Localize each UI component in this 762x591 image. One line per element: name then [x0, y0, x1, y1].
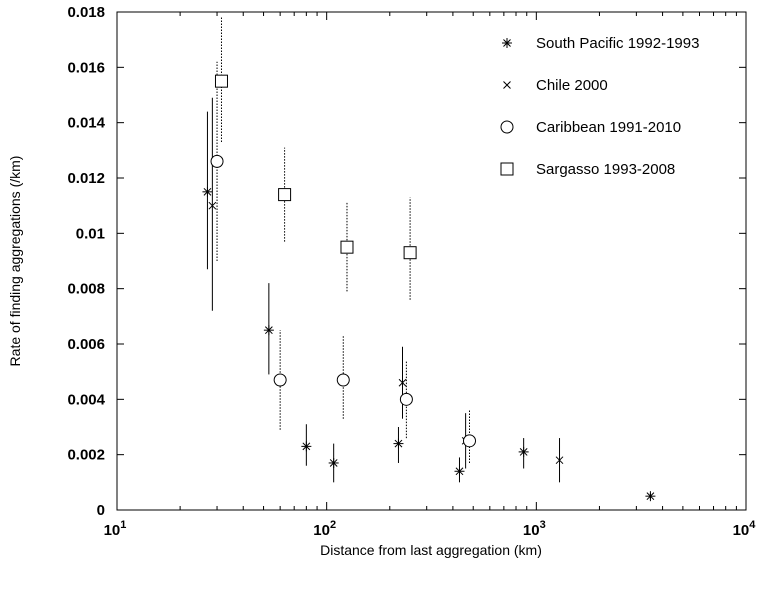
data-point-square [214, 74, 228, 88]
x-axis-ticks: 101 102 103 104 [104, 12, 757, 539]
data-point-cross [555, 456, 564, 465]
data-point-asterisk [393, 438, 404, 449]
y-tick-label: 0.008 [67, 281, 105, 298]
x-tick-label: 104 [733, 519, 757, 539]
data-point-circle [336, 373, 350, 387]
data-point-square [340, 240, 354, 254]
legend-label: Chile 2000 [536, 77, 608, 94]
x-tick-label: 103 [523, 519, 546, 539]
data-point-circle [273, 373, 287, 387]
data-point-circle [210, 154, 224, 168]
data-point-asterisk [645, 491, 656, 502]
y-tick-label: 0.016 [67, 59, 105, 76]
y-tick-label: 0.01 [76, 225, 105, 242]
legend-symbol-circle [500, 120, 514, 134]
legend-label: Sargasso 1993-2008 [536, 161, 675, 178]
data-point-square [403, 246, 417, 260]
legend-symbol-square [500, 162, 514, 176]
legend-label: South Pacific 1992-1993 [536, 35, 699, 52]
legend-symbol-cross [503, 81, 511, 89]
legend-label: Caribbean 1991-2010 [536, 119, 681, 136]
data-point-circle [463, 434, 477, 448]
data-point-asterisk [202, 186, 213, 197]
data-point-circle [399, 392, 413, 406]
data-point-asterisk [263, 325, 274, 336]
y-tick-label: 0.014 [67, 115, 105, 132]
x-tick-label: 102 [313, 519, 336, 539]
data-point-asterisk [328, 457, 339, 468]
data-point-asterisk [518, 446, 529, 457]
x-tick-label: 101 [104, 519, 127, 539]
y-tick-label: 0.002 [67, 447, 105, 464]
data-point-square [278, 188, 292, 202]
data-point-cross [398, 378, 407, 387]
data-point-asterisk [301, 441, 312, 452]
y-tick-label: 0.012 [67, 170, 105, 187]
legend: South Pacific 1992-1993 Chile 2000 Caribbe… [500, 35, 699, 178]
y-axis-ticks: 0 0.002 0.004 0.006 0.008 0.01 0.012 0.014 0.016… [67, 4, 746, 519]
y-tick-label: 0.018 [67, 4, 105, 21]
plot-frame [116, 11, 747, 511]
data-point-cross [208, 201, 217, 210]
data-markers [202, 74, 656, 502]
legend-symbol-asterisk [502, 38, 512, 48]
y-tick-label: 0 [97, 502, 105, 519]
y-axis-title: Rate of finding aggregations (/km) [7, 156, 23, 367]
x-axis-title: Distance from last aggregation (km) [320, 542, 542, 558]
data-point-asterisk [454, 466, 465, 477]
y-tick-label: 0.004 [67, 391, 105, 408]
y-tick-label: 0.006 [67, 336, 105, 353]
